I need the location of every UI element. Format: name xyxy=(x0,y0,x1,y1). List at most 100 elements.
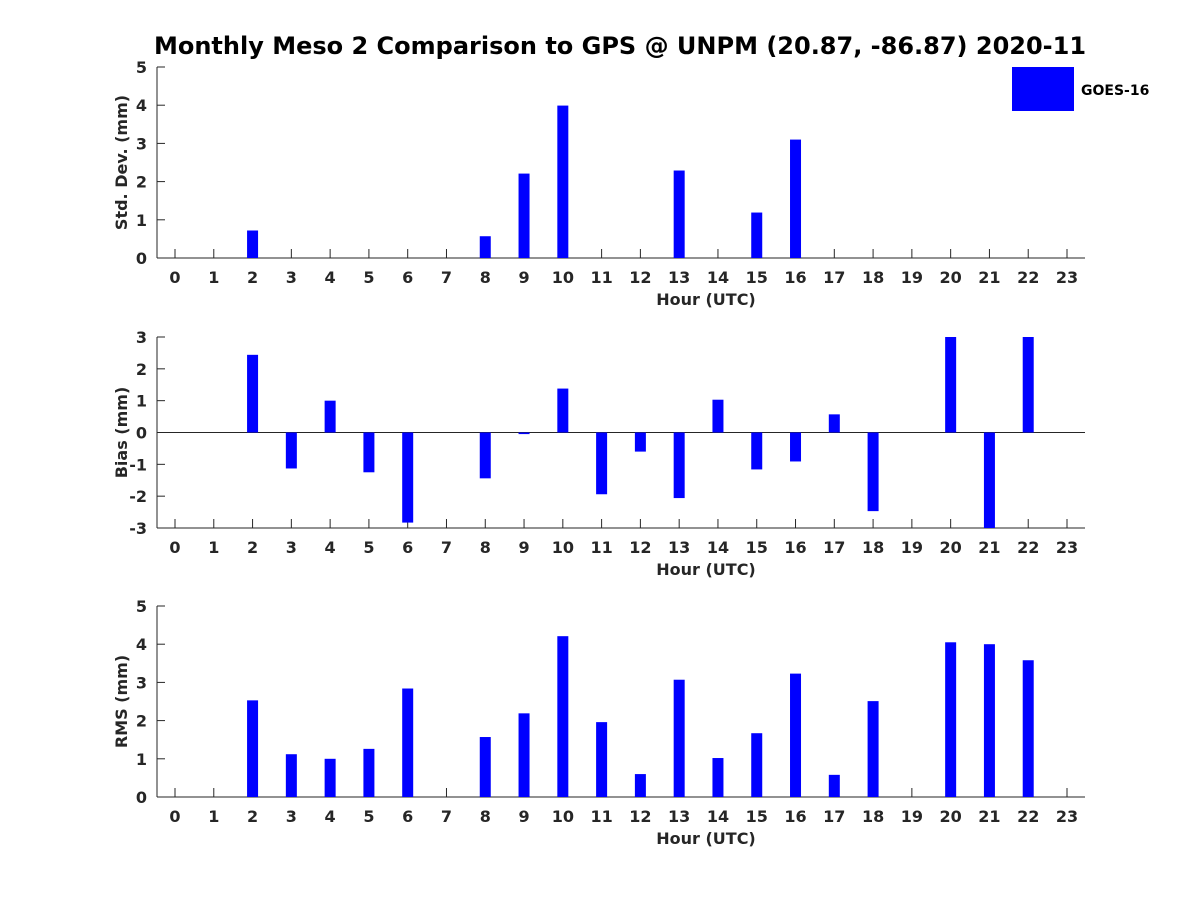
bar-hour-13 xyxy=(673,432,685,499)
x-axis-label: Hour (UTC) xyxy=(656,560,756,579)
x-tick-label: 8 xyxy=(480,807,491,826)
bar-hour-6 xyxy=(402,432,414,523)
y-tick-label: 4 xyxy=(136,96,147,115)
x-tick-label: 3 xyxy=(286,807,297,826)
x-tick-label: 18 xyxy=(862,807,884,826)
x-tick-label: 0 xyxy=(169,538,180,557)
x-tick-label: 14 xyxy=(707,268,729,287)
x-tick-label: 1 xyxy=(208,538,219,557)
x-tick-label: 16 xyxy=(784,538,806,557)
y-tick-label: -1 xyxy=(129,455,147,474)
bar-hour-11 xyxy=(596,432,608,495)
x-tick-label: 6 xyxy=(402,538,413,557)
x-tick-label: 15 xyxy=(746,268,768,287)
bar-hour-8 xyxy=(479,236,491,258)
chart-title: Monthly Meso 2 Comparison to GPS @ UNPM … xyxy=(154,32,1086,60)
y-tick-label: 4 xyxy=(136,635,147,654)
y-tick-label: 2 xyxy=(136,173,147,192)
bar-hour-20 xyxy=(945,642,957,797)
x-tick-label: 22 xyxy=(1017,268,1039,287)
x-axis-label: Hour (UTC) xyxy=(656,829,756,848)
x-tick-label: 18 xyxy=(862,268,884,287)
y-tick-label: 3 xyxy=(136,328,147,347)
bar-hour-8 xyxy=(479,737,491,797)
x-tick-label: 9 xyxy=(518,268,529,287)
bar-hour-21 xyxy=(983,644,995,797)
bar-hour-15 xyxy=(751,733,763,797)
x-tick-label: 11 xyxy=(590,807,612,826)
y-tick-label: 3 xyxy=(136,134,147,153)
x-tick-label: 10 xyxy=(552,807,574,826)
bar-hour-13 xyxy=(673,170,685,258)
x-tick-label: 19 xyxy=(901,268,923,287)
bar-hour-16 xyxy=(790,432,802,462)
bar-hour-22 xyxy=(1022,337,1034,433)
bar-hour-9 xyxy=(518,713,530,797)
x-tick-label: 10 xyxy=(552,268,574,287)
bar-hour-5 xyxy=(363,748,375,797)
x-tick-label: 23 xyxy=(1056,807,1078,826)
y-axis-label: Std. Dev. (mm) xyxy=(112,95,131,230)
x-tick-label: 10 xyxy=(552,538,574,557)
x-tick-label: 13 xyxy=(668,538,690,557)
bar-hour-6 xyxy=(402,688,414,797)
bar-hour-15 xyxy=(751,432,763,470)
bar-hour-3 xyxy=(285,754,297,797)
bar-hour-5 xyxy=(363,432,375,473)
x-tick-label: 20 xyxy=(940,538,962,557)
bar-hour-2 xyxy=(247,700,259,797)
bar-hour-9 xyxy=(518,173,530,258)
x-tick-label: 4 xyxy=(325,268,336,287)
x-tick-label: 23 xyxy=(1056,538,1078,557)
x-tick-label: 14 xyxy=(707,807,729,826)
y-tick-label: 2 xyxy=(136,360,147,379)
x-tick-label: 19 xyxy=(901,538,923,557)
bar-hour-20 xyxy=(945,337,957,433)
bar-hour-12 xyxy=(634,774,646,797)
bar-hour-21 xyxy=(983,432,995,528)
bar-hour-18 xyxy=(867,432,879,512)
bar-hour-3 xyxy=(285,432,297,469)
bar-hour-10 xyxy=(557,388,569,433)
x-tick-label: 7 xyxy=(441,268,452,287)
x-tick-label: 4 xyxy=(325,538,336,557)
bar-hour-4 xyxy=(324,758,336,797)
bar-hour-11 xyxy=(596,722,608,797)
x-tick-label: 17 xyxy=(823,268,845,287)
x-tick-label: 1 xyxy=(208,807,219,826)
bar-hour-12 xyxy=(634,432,646,452)
x-tick-label: 11 xyxy=(590,538,612,557)
x-tick-label: 22 xyxy=(1017,538,1039,557)
x-tick-label: 5 xyxy=(363,807,374,826)
bar-hour-17 xyxy=(828,414,840,433)
bar-hour-13 xyxy=(673,679,685,797)
x-tick-label: 9 xyxy=(518,538,529,557)
x-tick-label: 17 xyxy=(823,807,845,826)
x-tick-label: 23 xyxy=(1056,268,1078,287)
x-tick-label: 12 xyxy=(629,807,651,826)
x-tick-label: 8 xyxy=(480,268,491,287)
x-tick-label: 7 xyxy=(441,538,452,557)
x-tick-label: 18 xyxy=(862,538,884,557)
x-tick-label: 13 xyxy=(668,268,690,287)
y-tick-label: 1 xyxy=(136,750,147,769)
bar-hour-18 xyxy=(867,701,879,797)
bar-hour-9 xyxy=(518,432,530,435)
bar-hour-14 xyxy=(712,758,724,797)
legend-label: GOES-16 xyxy=(1081,83,1149,99)
x-tick-label: 6 xyxy=(402,807,413,826)
bar-hour-15 xyxy=(751,212,763,258)
x-tick-label: 2 xyxy=(247,538,258,557)
x-tick-label: 2 xyxy=(247,807,258,826)
x-tick-label: 21 xyxy=(978,268,1000,287)
x-tick-label: 21 xyxy=(978,807,1000,826)
x-tick-label: 16 xyxy=(784,807,806,826)
y-tick-label: 1 xyxy=(136,211,147,230)
bar-hour-8 xyxy=(479,432,491,479)
x-tick-label: 5 xyxy=(363,268,374,287)
x-tick-label: 3 xyxy=(286,268,297,287)
legend: GOES-16 xyxy=(1012,67,1149,111)
bar-hour-16 xyxy=(790,673,802,797)
